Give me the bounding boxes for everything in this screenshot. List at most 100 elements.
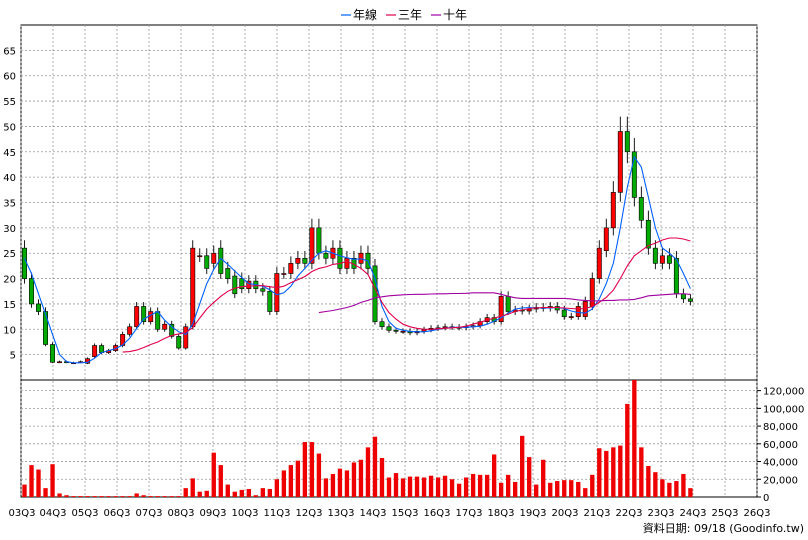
x-tick-label: 13Q3 [328,508,355,519]
data-date-footer: 資料日期: 09/18 (Goodinfo.tw) [643,521,804,535]
volume-bar [442,475,448,497]
legend: 年線 三年 十年 [341,7,467,22]
volume-bar [555,481,560,497]
volume-bar [281,470,287,497]
volume-bar [688,488,693,497]
volume-axis-ticks: 0 20,000 40,000 60,000 80,000 100,000 120,000 [757,387,804,504]
x-tick-label: 10Q3 [232,508,259,519]
candle-down [316,227,322,254]
candle-down [673,257,679,295]
candle-down [36,303,41,312]
x-tick-label: 06Q3 [104,508,131,519]
volume-tick-label: 40,000 [763,458,798,469]
volume-bar [344,470,350,497]
volume-bar [246,489,251,497]
candle-up [281,273,287,275]
volume-bar [477,474,483,497]
x-tick-label: 21Q3 [584,508,611,519]
candle-down [337,247,343,269]
candle-down [22,247,27,279]
candle-up [575,306,581,317]
ma-year-line [24,155,691,364]
candle-up [568,316,574,318]
candle-down [43,311,49,345]
candle-down [680,293,686,300]
volume-bar [218,465,223,497]
candle-up [617,131,623,193]
volume-bar [309,442,315,497]
volume-bar [463,477,469,497]
x-tick-label: 18Q3 [488,508,515,519]
candle-up [162,323,168,330]
candle-up [288,263,294,274]
volume-bar [134,493,139,497]
ma-10yr-line [318,292,691,314]
volume-bar [22,484,27,497]
candle-up [127,326,133,335]
volume-bar [548,482,553,497]
price-tick-label: 5 [10,351,16,362]
volume-bar [120,496,125,497]
volume-bar [274,479,280,497]
volume-bar [365,447,371,497]
candle-down [666,255,672,264]
volume-bar [681,473,686,497]
volume-bar [113,496,118,497]
price-tick-label: 60 [3,72,16,83]
candle-up [295,257,301,264]
candle-down [386,326,392,331]
candle-down [505,296,511,312]
x-tick-label: 24Q3 [680,508,707,519]
volume-bar [260,488,266,497]
candle-down [624,131,630,153]
x-tick-label: 17Q3 [456,508,483,519]
price-tick-label: 65 [3,46,16,57]
volume-bar [449,479,455,497]
volume-bar [491,454,497,497]
candle-up [589,278,595,307]
volume-bar [197,491,202,497]
volume-bar [590,474,595,497]
volume-bar [155,496,160,497]
volume-bar [337,468,343,497]
price-tick-label: 30 [3,224,16,235]
volume-bar [386,477,392,497]
price-tick-label: 10 [3,325,16,336]
candle-down [99,345,105,353]
volume-bar [190,478,195,497]
candle-up [57,361,63,364]
candle-up [596,247,602,279]
volume-bar [211,452,216,497]
volume-bar [29,465,34,497]
volume-bar [127,496,132,497]
volume-bars [22,380,693,497]
volume-bar [169,496,174,497]
candle-up [309,227,315,264]
volume-bar [372,436,378,497]
price-tick-label: 15 [3,300,16,311]
volume-tick-label: 80,000 [763,422,798,433]
volume-tick-label: 0 [763,493,769,504]
legend-label-3yr: 三年 [398,8,422,22]
x-tick-label: 08Q3 [168,508,195,519]
volume-bar [316,453,322,497]
candle-down [379,321,385,328]
x-tick-label: 19Q3 [520,508,547,519]
price-tick-label: 55 [3,97,16,108]
volume-bar [597,448,602,497]
volume-bar [660,479,665,497]
x-axis-ticks: 03Q3 04Q3 05Q3 06Q3 07Q3 08Q3 09Q3 10Q3 11Q3 12Q3… [9,508,771,519]
volume-bar [71,496,76,497]
x-tick-label: 03Q3 [9,508,36,519]
candle-down [50,344,56,363]
x-tick-label: 04Q3 [40,508,67,519]
volume-bar [92,496,97,497]
volume-bar [569,480,574,497]
volume-bar [611,447,616,497]
volume-bar [632,380,637,497]
volume-bar [435,477,441,497]
volume-bar [50,464,55,497]
candle-down [225,268,231,279]
volume-bar [484,474,490,497]
